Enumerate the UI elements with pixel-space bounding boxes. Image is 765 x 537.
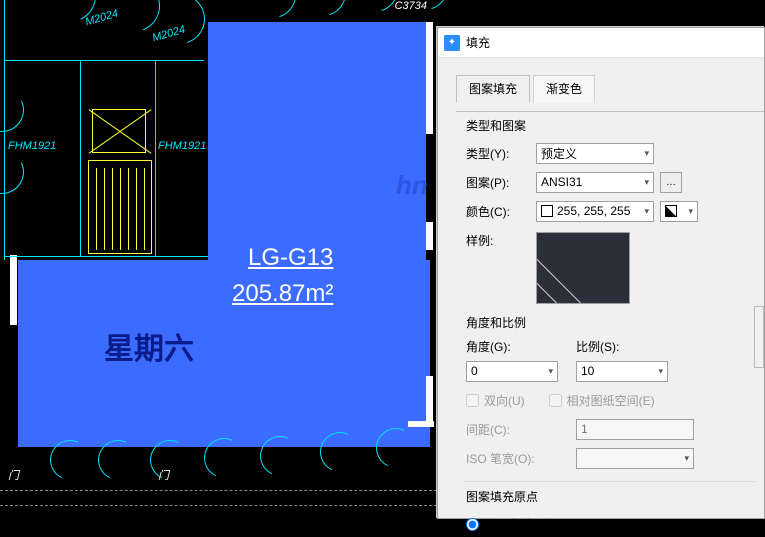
dimension-line bbox=[0, 505, 437, 506]
pattern-preview[interactable] bbox=[536, 232, 630, 304]
door-label: FHM1921 bbox=[8, 140, 56, 152]
wall-line bbox=[80, 60, 81, 256]
stair-tread bbox=[144, 168, 145, 250]
stair-tread bbox=[128, 168, 129, 250]
gap-input[interactable]: 1 bbox=[576, 419, 694, 440]
wall-line bbox=[4, 60, 204, 61]
room-name: 星期六 bbox=[104, 324, 194, 368]
chevron-down-icon: ▾ bbox=[684, 453, 689, 464]
door-arc bbox=[292, 0, 354, 24]
door-arc bbox=[0, 82, 30, 138]
gap-label: 间距(C): bbox=[466, 421, 536, 438]
use-current-origin-label: 使用当前原点(T) bbox=[484, 516, 571, 533]
bidirectional-label: 双向(U) bbox=[484, 392, 525, 409]
scale-select[interactable]: 10 ▾ bbox=[576, 361, 668, 382]
chevron-down-icon: ▾ bbox=[548, 366, 553, 377]
color-secondary-select[interactable]: ▾ bbox=[660, 201, 698, 222]
hatch-dialog: ✦ 填充 图案填充 渐变色 类型和图案 类型(Y): 预定义 ▾ 图案(P): … bbox=[437, 27, 765, 519]
group-angle-scale: 角度和比例 角度(G): 比例(S): 0 ▾ 10 ▾ 双向( bbox=[466, 314, 764, 471]
wall-line bbox=[4, 256, 208, 257]
group-title: 类型和图案 bbox=[466, 117, 764, 134]
group-origin: 图案填充原点 使用当前原点(T) bbox=[466, 488, 764, 537]
color-select[interactable]: 255, 255, 255 ▾ bbox=[536, 201, 654, 222]
door-label: 门 bbox=[158, 467, 169, 483]
stair-tread bbox=[136, 168, 137, 250]
color-swatch-icon bbox=[541, 205, 553, 217]
wall-segment bbox=[408, 421, 434, 427]
door-label: FHM1921 bbox=[158, 140, 206, 152]
paper-space-checkbox-input[interactable] bbox=[549, 394, 562, 407]
type-select[interactable]: 预定义 ▾ bbox=[536, 143, 654, 164]
room-id: LG-G13 bbox=[248, 244, 333, 272]
pattern-value: ANSI31 bbox=[541, 175, 582, 189]
tab-pattern-fill[interactable]: 图案填充 bbox=[456, 75, 530, 103]
tab-strip: 图案填充 渐变色 bbox=[456, 74, 764, 102]
elevator-symbol bbox=[92, 109, 146, 153]
paper-space-label: 相对图纸空间(E) bbox=[567, 392, 655, 409]
scale-label: 比例(S): bbox=[576, 338, 646, 355]
use-current-origin-radio[interactable]: 使用当前原点(T) bbox=[466, 516, 571, 533]
app-icon: ✦ bbox=[444, 35, 460, 51]
angle-value: 0 bbox=[471, 364, 478, 378]
group-type-pattern: 类型和图案 类型(Y): 预定义 ▾ 图案(P): ANSI31 ▾ … 颜色(… bbox=[466, 117, 764, 304]
iso-label: ISO 笔宽(O): bbox=[466, 450, 576, 467]
color-label: 颜色(C): bbox=[466, 203, 536, 220]
stair-tread bbox=[112, 168, 113, 250]
wall-segment bbox=[10, 255, 17, 325]
dialog-title: 填充 bbox=[466, 34, 490, 51]
iso-select[interactable]: ▾ bbox=[576, 448, 694, 469]
room-area: 205.87m² bbox=[232, 280, 333, 308]
color-value: 255, 255, 255 bbox=[557, 204, 630, 218]
wall-segment bbox=[426, 222, 433, 250]
pattern-browse-button[interactable]: … bbox=[660, 172, 682, 193]
gap-value: 1 bbox=[581, 422, 588, 436]
door-arc bbox=[0, 144, 30, 200]
type-value: 预定义 bbox=[541, 145, 577, 162]
bidirectional-checkbox[interactable]: 双向(U) bbox=[466, 392, 525, 409]
hatch-fill-top bbox=[208, 22, 426, 268]
angle-label: 角度(G): bbox=[466, 338, 576, 355]
dialog-titlebar[interactable]: ✦ 填充 bbox=[438, 28, 764, 58]
scale-value: 10 bbox=[581, 364, 594, 378]
group-title: 图案填充原点 bbox=[466, 488, 764, 505]
bidirectional-checkbox-input[interactable] bbox=[466, 394, 479, 407]
stair-tread bbox=[104, 168, 105, 250]
hatch-fill-bottom bbox=[18, 260, 430, 447]
wall-line bbox=[155, 60, 156, 256]
type-label: 类型(Y): bbox=[466, 145, 536, 162]
sample-label: 样例: bbox=[466, 232, 536, 249]
chevron-down-icon: ▾ bbox=[644, 206, 649, 217]
watermark-text: hn bbox=[396, 170, 428, 201]
angle-select[interactable]: 0 ▾ bbox=[466, 361, 558, 382]
door-label: 门 bbox=[8, 467, 19, 483]
dimension-line bbox=[0, 490, 437, 491]
group-title: 角度和比例 bbox=[466, 314, 764, 331]
dialog-resize-grip[interactable] bbox=[754, 306, 764, 368]
chevron-down-icon: ▾ bbox=[644, 177, 649, 188]
stair-tread bbox=[96, 168, 97, 250]
wall-segment bbox=[426, 376, 433, 422]
chevron-down-icon: ▾ bbox=[658, 366, 663, 377]
paper-space-checkbox[interactable]: 相对图纸空间(E) bbox=[549, 392, 655, 409]
pattern-select[interactable]: ANSI31 ▾ bbox=[536, 172, 654, 193]
tab-gradient[interactable]: 渐变色 bbox=[533, 75, 595, 103]
use-current-origin-radio-input[interactable] bbox=[466, 518, 479, 531]
tab-underline bbox=[456, 111, 764, 112]
stair-tread bbox=[120, 168, 121, 250]
chevron-down-icon: ▾ bbox=[688, 206, 693, 217]
cad-canvas[interactable]: M2024 M2024 FHM1921 FHM1921 门 门 C3734 LG… bbox=[0, 0, 437, 519]
wall-segment bbox=[426, 22, 433, 134]
dimension-text: C3734 bbox=[395, 0, 427, 12]
chevron-down-icon: ▾ bbox=[644, 148, 649, 159]
pattern-label: 图案(P): bbox=[466, 174, 536, 191]
separator bbox=[464, 481, 756, 482]
layer-color-icon bbox=[665, 205, 677, 217]
